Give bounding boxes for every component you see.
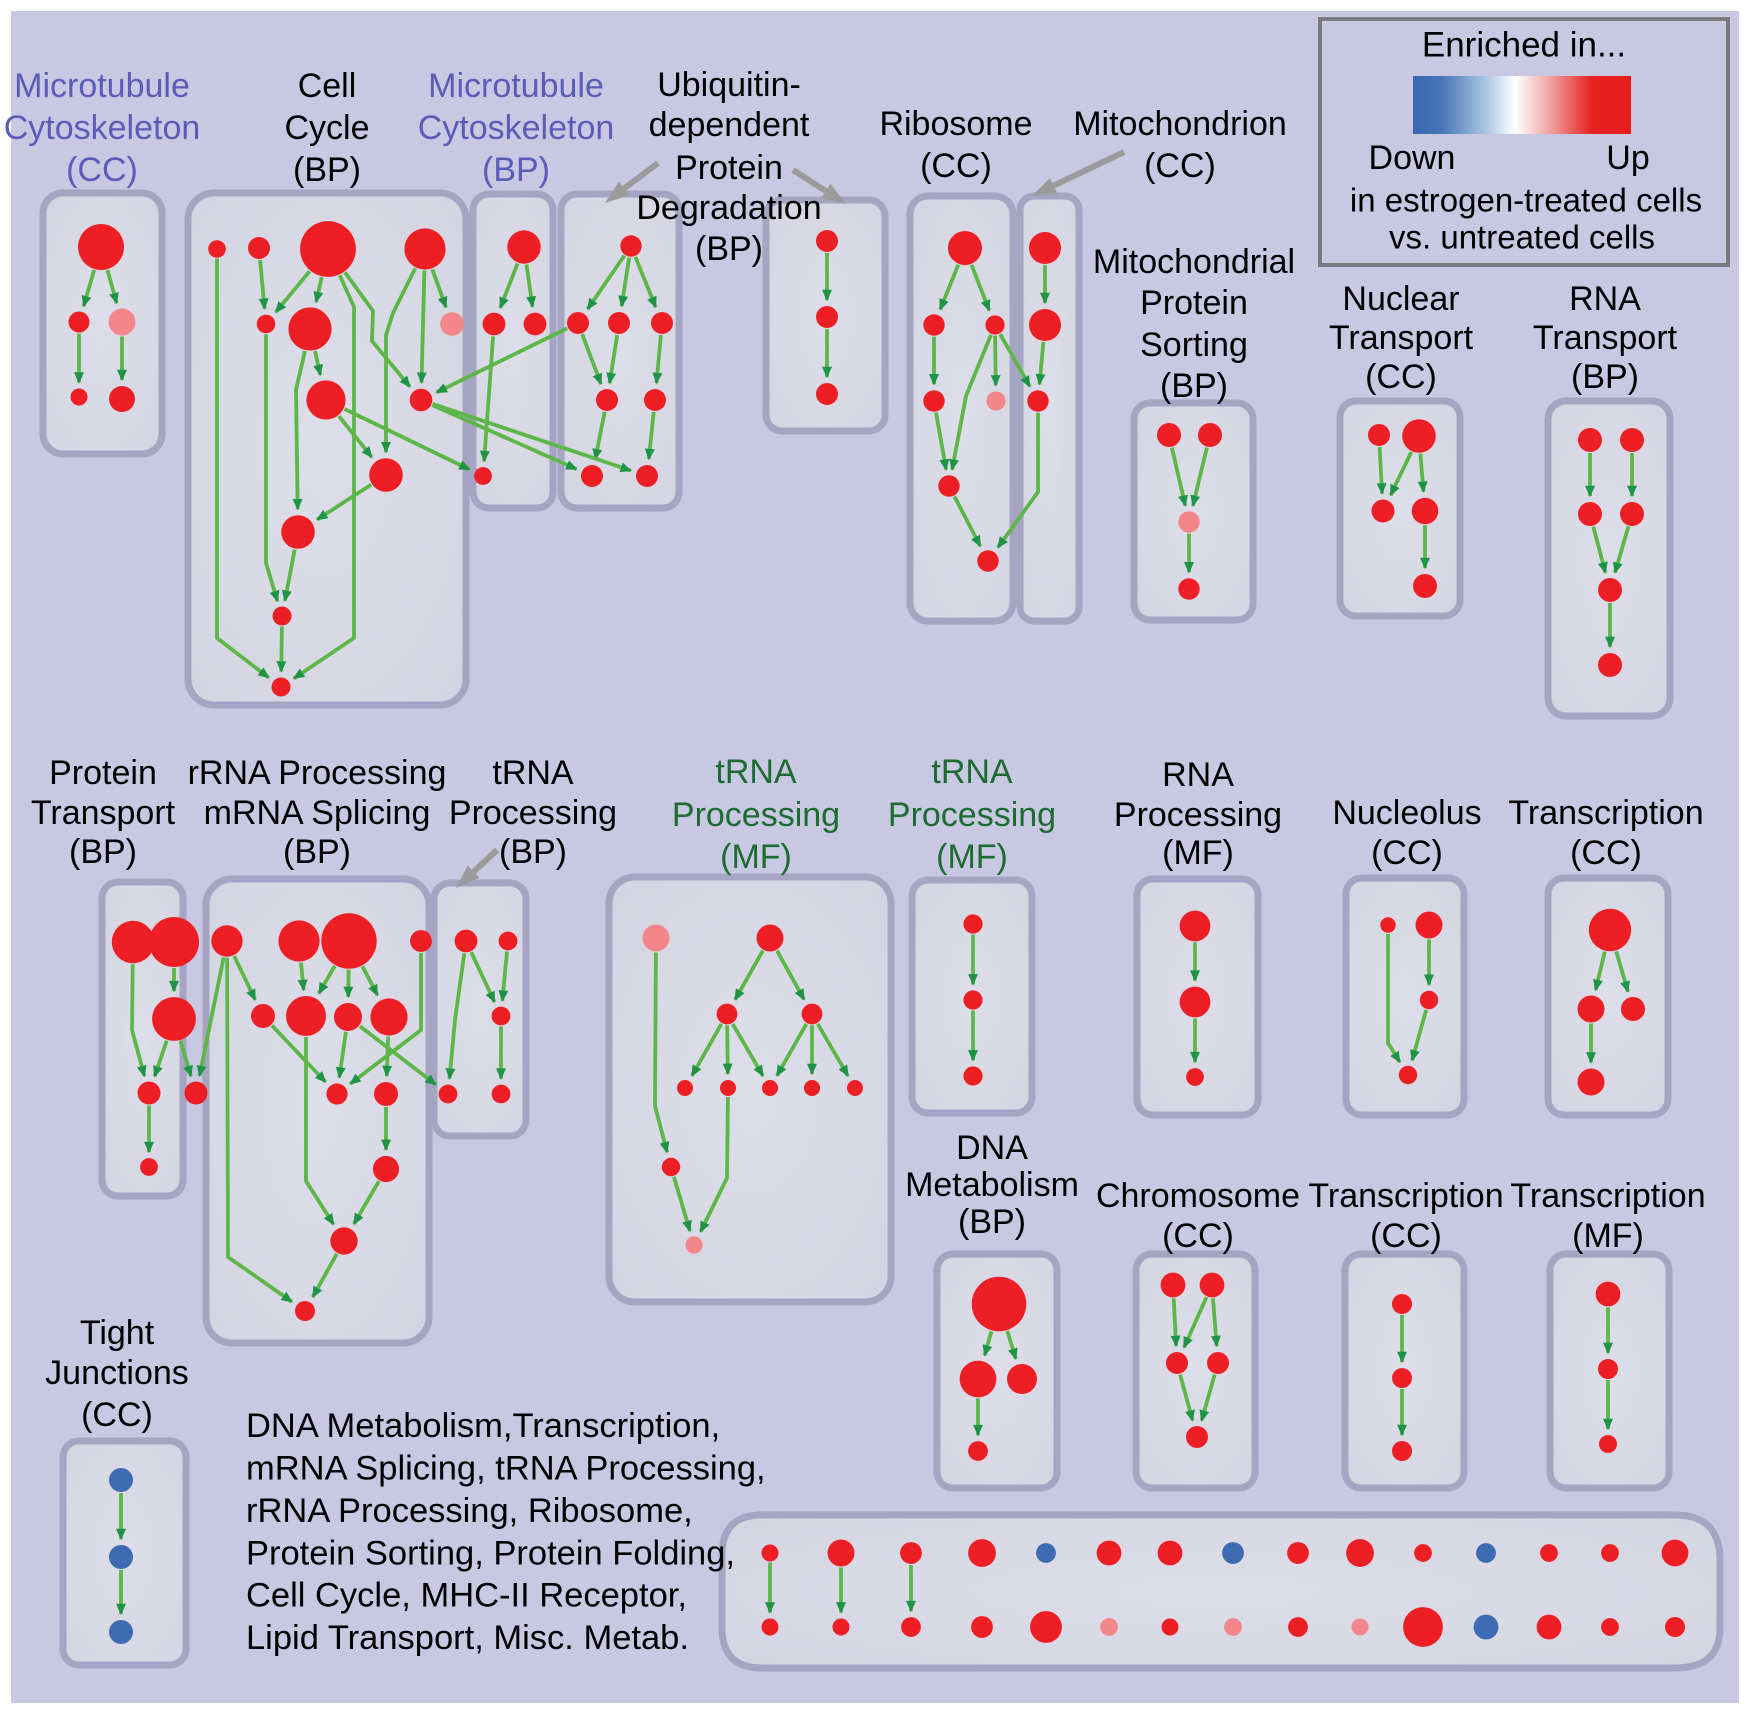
svg-text:Down: Down	[1369, 139, 1456, 177]
svg-text:Protein: Protein	[49, 754, 157, 792]
svg-text:rRNA Processing, Ribosome,: rRNA Processing, Ribosome,	[246, 1492, 693, 1530]
svg-text:RNA: RNA	[1162, 756, 1234, 794]
svg-text:tRNA: tRNA	[931, 753, 1013, 791]
svg-text:Nucleolus: Nucleolus	[1332, 794, 1481, 832]
svg-text:Microtubule: Microtubule	[14, 67, 190, 105]
svg-text:(CC): (CC)	[81, 1396, 153, 1434]
svg-text:Mitochondrial: Mitochondrial	[1093, 243, 1295, 281]
svg-text:rRNA Processing: rRNA Processing	[188, 754, 447, 792]
svg-text:Transport: Transport	[1329, 319, 1474, 357]
svg-text:(BP): (BP)	[958, 1203, 1026, 1241]
svg-text:(CC): (CC)	[920, 147, 992, 185]
svg-text:Sorting: Sorting	[1140, 326, 1248, 364]
svg-text:Lipid Transport, Misc. Metab.: Lipid Transport, Misc. Metab.	[246, 1619, 689, 1657]
svg-text:Processing: Processing	[449, 794, 617, 832]
svg-text:(BP): (BP)	[499, 833, 567, 871]
svg-text:Ribosome: Ribosome	[879, 105, 1032, 143]
svg-text:Junctions: Junctions	[45, 1354, 189, 1392]
svg-text:(MF): (MF)	[720, 838, 792, 876]
svg-text:(CC): (CC)	[1370, 1217, 1442, 1255]
svg-text:Degradation: Degradation	[636, 189, 821, 227]
svg-text:Chromosome: Chromosome	[1096, 1177, 1300, 1215]
svg-text:(BP): (BP)	[293, 151, 361, 189]
svg-text:mRNA Splicing, tRNA Processing: mRNA Splicing, tRNA Processing,	[246, 1450, 766, 1488]
svg-text:Processing: Processing	[672, 796, 840, 834]
svg-text:(BP): (BP)	[482, 151, 550, 189]
svg-text:Tight: Tight	[80, 1314, 155, 1352]
svg-text:(BP): (BP)	[283, 833, 351, 871]
svg-text:(BP): (BP)	[69, 833, 137, 871]
svg-text:Protein: Protein	[675, 149, 783, 187]
svg-text:(CC): (CC)	[1144, 147, 1216, 185]
svg-text:RNA: RNA	[1569, 280, 1641, 318]
svg-text:Processing: Processing	[1114, 796, 1282, 834]
svg-text:Transcription: Transcription	[1308, 1177, 1503, 1215]
svg-text:in estrogen-treated cells: in estrogen-treated cells	[1350, 182, 1702, 219]
svg-text:Transcription: Transcription	[1510, 1177, 1705, 1215]
svg-text:(MF): (MF)	[1162, 834, 1234, 872]
svg-text:tRNA: tRNA	[715, 753, 797, 791]
svg-text:Enriched in...: Enriched in...	[1422, 25, 1626, 64]
svg-text:(MF): (MF)	[1572, 1217, 1644, 1255]
svg-text:(CC): (CC)	[66, 151, 138, 189]
svg-text:Metabolism: Metabolism	[905, 1166, 1079, 1204]
svg-text:Cell Cycle, MHC-II Receptor,: Cell Cycle, MHC-II Receptor,	[246, 1577, 687, 1615]
svg-text:Transport: Transport	[1533, 319, 1678, 357]
svg-text:(BP): (BP)	[1160, 367, 1228, 405]
svg-text:Processing: Processing	[888, 796, 1056, 834]
svg-text:(CC): (CC)	[1365, 358, 1437, 396]
svg-text:(BP): (BP)	[1571, 358, 1639, 396]
svg-text:Protein Sorting, Protein Foldi: Protein Sorting, Protein Folding,	[246, 1534, 735, 1572]
svg-text:Cytoskeleton: Cytoskeleton	[418, 109, 615, 147]
svg-text:dependent: dependent	[649, 106, 810, 144]
svg-text:Up: Up	[1606, 139, 1649, 177]
svg-text:(CC): (CC)	[1371, 834, 1443, 872]
svg-text:(CC): (CC)	[1570, 834, 1642, 872]
svg-text:Transcription: Transcription	[1508, 794, 1703, 832]
svg-text:Cell: Cell	[298, 67, 357, 105]
svg-text:tRNA: tRNA	[492, 754, 574, 792]
svg-text:(BP): (BP)	[695, 230, 763, 268]
svg-text:Transport: Transport	[31, 794, 176, 832]
svg-text:(CC): (CC)	[1162, 1217, 1234, 1255]
svg-text:Cytoskeleton: Cytoskeleton	[4, 109, 201, 147]
svg-text:DNA: DNA	[956, 1129, 1028, 1167]
svg-text:vs. untreated cells: vs. untreated cells	[1389, 219, 1655, 256]
svg-text:Cycle: Cycle	[284, 109, 369, 147]
svg-text:DNA Metabolism,Transcription,: DNA Metabolism,Transcription,	[246, 1407, 720, 1445]
svg-text:Protein: Protein	[1140, 284, 1248, 322]
svg-text:mRNA Splicing: mRNA Splicing	[204, 794, 431, 832]
svg-text:Nuclear: Nuclear	[1342, 280, 1459, 318]
svg-text:Mitochondrion: Mitochondrion	[1073, 105, 1287, 143]
svg-text:(MF): (MF)	[936, 838, 1008, 876]
svg-text:Ubiquitin-: Ubiquitin-	[657, 66, 801, 104]
svg-text:Microtubule: Microtubule	[428, 67, 604, 105]
